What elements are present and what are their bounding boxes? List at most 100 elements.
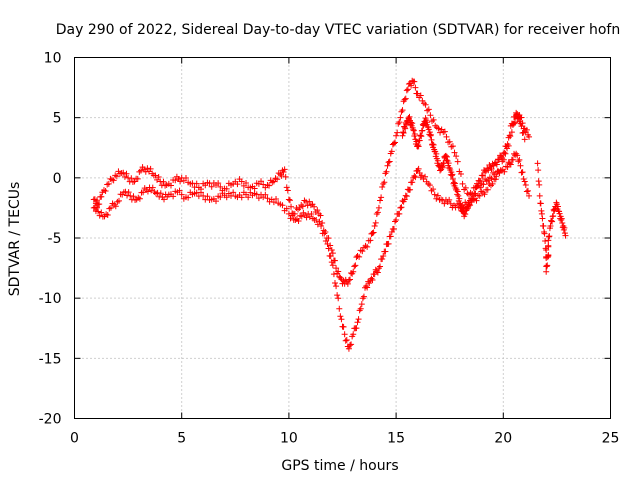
track-a-point bbox=[392, 139, 399, 146]
track-b-point bbox=[374, 269, 381, 276]
y-tick-labels: -20 -15 -10 -5 0 5 10 bbox=[39, 51, 62, 428]
track-a-point bbox=[435, 125, 442, 132]
track-b-point bbox=[285, 210, 292, 217]
track-a-point bbox=[333, 265, 340, 272]
track-b-point bbox=[358, 301, 365, 308]
track-b-point bbox=[217, 194, 224, 201]
track-b-point bbox=[396, 210, 403, 217]
track-c-point bbox=[519, 120, 526, 127]
track-a-point bbox=[493, 173, 500, 180]
track-a-point bbox=[401, 96, 408, 103]
track-b-point bbox=[350, 331, 357, 338]
x-axis-label: GPS time / hours bbox=[281, 458, 398, 474]
track-c-point bbox=[429, 141, 436, 148]
track-a-point bbox=[377, 197, 384, 204]
track-b-point bbox=[357, 305, 364, 312]
track-a-point bbox=[347, 276, 354, 283]
track-b-point bbox=[295, 218, 302, 225]
track-c-point bbox=[455, 192, 462, 199]
track-d-point bbox=[556, 210, 563, 217]
track-b-point bbox=[380, 253, 387, 260]
track-b-point bbox=[338, 316, 345, 323]
track-b-point bbox=[197, 189, 204, 196]
track-c-point bbox=[427, 131, 434, 138]
track-a-point bbox=[167, 182, 174, 189]
track-c-point bbox=[409, 120, 416, 127]
track-c-point bbox=[401, 124, 408, 131]
track-b-point bbox=[434, 192, 441, 199]
track-a-point bbox=[329, 250, 336, 257]
track-c-point bbox=[442, 152, 449, 159]
track-b-point bbox=[342, 337, 349, 344]
track-b-point bbox=[409, 179, 416, 186]
track-b-point bbox=[484, 186, 491, 193]
track-c-point bbox=[410, 127, 417, 134]
track-a-point bbox=[414, 90, 421, 97]
track-a-point bbox=[123, 170, 130, 177]
x-tick-label: 0 bbox=[70, 431, 79, 447]
track-b-point bbox=[230, 189, 237, 196]
track-b-point bbox=[447, 200, 454, 207]
track-c-point bbox=[443, 157, 450, 164]
track-a-point bbox=[446, 138, 453, 145]
data-marks bbox=[90, 77, 569, 352]
track-a-point bbox=[359, 248, 366, 255]
track-a-point bbox=[517, 162, 524, 169]
track-a-point bbox=[306, 198, 313, 205]
track-c-point bbox=[445, 160, 452, 167]
track-a-point bbox=[182, 174, 189, 181]
x-tick-label: 25 bbox=[602, 431, 620, 447]
track-a-point bbox=[260, 181, 267, 188]
track-c-point bbox=[444, 153, 451, 160]
track-b-point bbox=[345, 345, 352, 352]
track-b-point bbox=[327, 253, 334, 260]
track-a-point bbox=[317, 212, 324, 219]
track-c-point bbox=[496, 156, 503, 163]
track-a-point bbox=[369, 230, 376, 237]
track-b-point bbox=[95, 208, 102, 215]
track-a-point bbox=[258, 178, 265, 185]
track-a-point bbox=[286, 197, 293, 204]
track-a-point bbox=[94, 197, 101, 204]
track-b-point bbox=[354, 319, 361, 326]
track-c-point bbox=[509, 120, 516, 127]
track-c-point bbox=[462, 211, 469, 218]
y-tick-label: -5 bbox=[48, 231, 62, 247]
track-a-point bbox=[344, 280, 351, 287]
y-tick-label: 0 bbox=[53, 171, 62, 187]
track-a-point bbox=[266, 182, 273, 189]
track-c-point bbox=[418, 133, 425, 140]
track-a-point bbox=[403, 87, 410, 94]
track-a-point bbox=[521, 178, 528, 185]
track-a-point bbox=[319, 219, 326, 226]
track-c-point bbox=[504, 141, 511, 148]
track-b-point bbox=[279, 202, 286, 209]
track-b-point bbox=[397, 204, 404, 211]
track-b-point bbox=[149, 184, 156, 191]
track-b-point bbox=[403, 193, 410, 200]
track-b-point bbox=[373, 268, 380, 275]
track-b-point bbox=[270, 199, 277, 206]
track-a-point bbox=[364, 243, 371, 250]
track-c-point bbox=[493, 161, 500, 168]
track-d-point bbox=[535, 178, 542, 185]
track-b-point bbox=[298, 213, 305, 220]
track-a-point bbox=[480, 181, 487, 188]
track-b-point bbox=[313, 217, 320, 224]
track-a-point bbox=[462, 184, 469, 191]
track-a-point bbox=[325, 235, 332, 242]
track-a-point bbox=[514, 152, 521, 159]
track-b-point bbox=[98, 209, 105, 216]
track-a-point bbox=[394, 129, 401, 136]
track-a-point bbox=[375, 204, 382, 211]
track-c-point bbox=[439, 164, 446, 171]
track-b-point bbox=[497, 167, 504, 174]
track-c-point bbox=[425, 126, 432, 133]
track-b-point bbox=[364, 284, 371, 291]
track-a-point bbox=[374, 209, 381, 216]
track-a-point bbox=[120, 169, 127, 176]
track-a-point bbox=[506, 160, 513, 167]
track-b-point bbox=[401, 196, 408, 203]
track-b-point bbox=[322, 237, 329, 244]
track-c-point bbox=[477, 178, 484, 185]
